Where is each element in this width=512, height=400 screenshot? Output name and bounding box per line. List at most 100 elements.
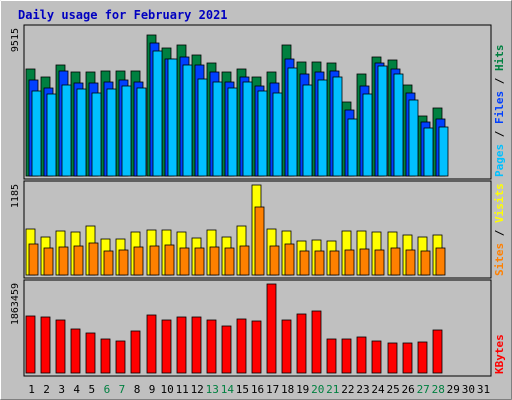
bar-sites-day-20 [314,250,325,276]
series-pages [31,50,449,177]
bar-kbytes-day-8 [130,330,141,374]
chart-panels: 9515 Pages / Files / Hits 1185 Sites / Visi… [10,24,506,377]
day-label-22: 22 [341,383,354,396]
legend-entry-hits: Hits [493,45,506,72]
bar-kbytes-day-22 [341,338,352,374]
panel-legend: KBytes [493,334,506,374]
day-label-9: 9 [149,383,156,396]
legend-text: Pages / Files / Hits [493,45,506,178]
day-tick-labels: 1 2 3 4 5 6 7 8 9 10 11 12 13 14 15 16 17 18 19 20 21 22 23 24 2… [28,383,490,396]
bar-pages-day-13 [212,81,223,177]
panel-max-label: 1185 [10,184,21,208]
day-label-17: 17 [266,383,279,396]
bar-kbytes-day-14 [221,325,232,374]
bar-sites-day-22 [344,249,355,276]
bar-sites-day-11 [179,247,190,276]
day-label-8: 8 [134,383,141,396]
bar-sites-day-17 [269,245,280,276]
day-label-14: 14 [221,383,235,396]
bar-pages-day-21 [332,76,343,177]
panel-kbytes: 1863459 KBytes [10,279,506,377]
day-label-26: 26 [401,383,414,396]
day-label-20: 20 [311,383,324,396]
bar-sites-day-15 [239,245,250,276]
legend-entry-sites: Sites [493,243,506,276]
bar-sites-day-1 [28,243,39,276]
bar-sites-day-24 [374,249,385,276]
panel-hits-files-pages: 9515 Pages / Files / Hits [10,24,506,180]
bar-sites-day-14 [224,247,235,276]
bar-kbytes-day-7 [115,340,126,374]
bar-kbytes-day-1 [25,315,36,374]
day-label-24: 24 [371,383,385,396]
bar-sites-day-18 [284,243,295,276]
bar-sites-day-7 [118,249,129,276]
series-sites [28,206,446,276]
bar-pages-day-27 [423,127,434,177]
bar-sites-day-26 [405,249,416,276]
bar-sites-day-3 [58,246,69,276]
day-label-29: 29 [447,383,460,396]
bar-kbytes-day-13 [206,319,217,374]
bar-pages-day-20 [317,79,328,177]
bar-sites-day-19 [299,250,310,276]
bar-sites-day-28 [435,247,446,276]
legend-entry-files: Files [493,91,506,124]
bar-pages-day-23 [362,93,373,177]
bar-pages-day-16 [257,90,268,177]
bar-pages-day-25 [393,73,404,177]
day-label-2: 2 [43,383,50,396]
bar-pages-day-9 [152,50,163,177]
bar-sites-day-5 [88,242,99,276]
panel-max-label: 1863459 [10,283,21,325]
bar-pages-day-4 [76,88,87,177]
day-label-6: 6 [104,383,111,396]
bar-pages-day-8 [136,87,147,177]
bar-pages-day-22 [347,118,358,177]
series-kbytes [25,283,443,374]
bar-kbytes-day-24 [371,340,382,374]
bar-kbytes-day-6 [100,338,111,374]
bar-pages-day-19 [302,84,313,177]
day-label-4: 4 [73,383,80,396]
day-label-1: 1 [28,383,35,396]
bar-kbytes-day-28 [432,329,443,374]
bar-kbytes-day-16 [251,320,262,374]
bar-pages-day-24 [377,65,388,177]
bar-kbytes-day-20 [311,310,322,374]
bar-kbytes-day-15 [236,318,247,374]
legend-entry-pages: Pages [493,144,506,177]
bar-kbytes-day-12 [191,316,202,374]
legend-text: KBytes [493,334,506,374]
bar-kbytes-day-27 [417,341,428,374]
legend-text: Sites / Visits [493,183,506,276]
bar-pages-day-7 [121,85,132,177]
bar-kbytes-day-3 [55,319,66,374]
bar-pages-day-18 [287,67,298,177]
day-label-5: 5 [88,383,95,396]
bar-sites-day-9 [149,245,160,276]
chart-title: Daily usage for February 2021 [18,8,228,22]
day-label-27: 27 [417,383,430,396]
bar-pages-day-3 [61,84,72,177]
bar-sites-day-6 [103,250,114,276]
bar-kbytes-day-11 [176,316,187,374]
day-label-11: 11 [176,383,189,396]
day-label-21: 21 [326,383,339,396]
bar-pages-day-17 [272,92,283,177]
bar-pages-day-26 [408,99,419,177]
bar-kbytes-day-23 [356,336,367,374]
day-label-3: 3 [58,383,65,396]
bar-sites-day-13 [209,246,220,276]
bar-kbytes-day-19 [296,313,307,374]
panel-legend: Pages / Files / Hits [493,45,506,178]
bar-kbytes-day-25 [387,342,398,374]
bar-sites-day-16 [254,206,265,276]
legend-separator: / [493,71,506,91]
legend-separator: / [493,124,506,144]
bar-sites-day-8 [133,246,144,276]
bar-pages-day-15 [242,81,253,177]
panel-legend: Sites / Visits [493,183,506,276]
day-label-13: 13 [206,383,219,396]
